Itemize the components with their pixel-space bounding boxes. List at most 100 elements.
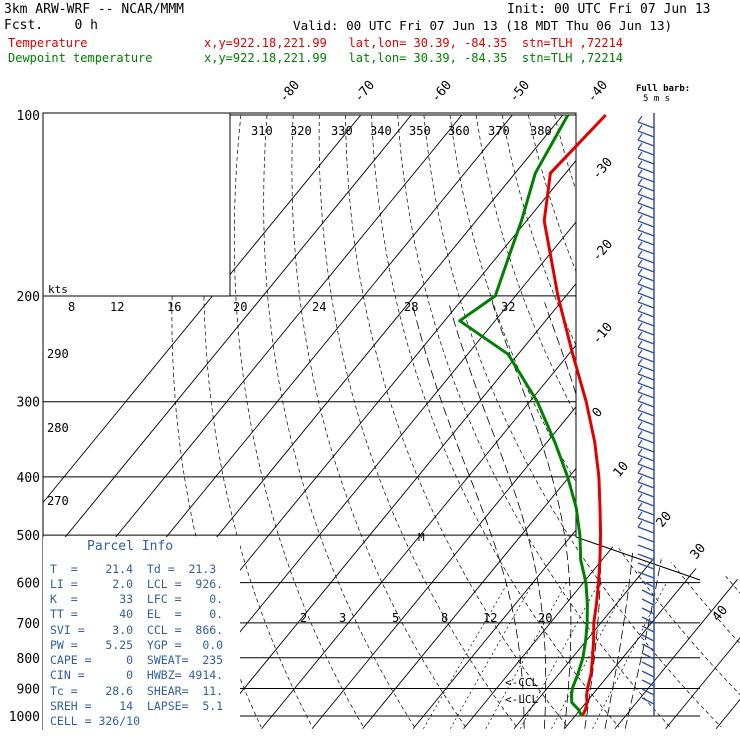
wind-barb-flag (637, 133, 643, 141)
wind-barb-flag (637, 484, 643, 492)
dry-adiabat (684, 114, 740, 728)
wind-barb (641, 697, 655, 705)
speed-scale-label: 24 (312, 300, 326, 314)
side-temperature-label: -10 (590, 320, 617, 348)
parcel-row: CIN = 0 HWBZ= 4914. (50, 668, 224, 682)
wind-barb (637, 283, 655, 291)
moist-adiabat (448, 302, 547, 729)
wind-barb (637, 337, 655, 345)
wind-barb (637, 472, 655, 480)
wind-barb (637, 175, 655, 183)
isotherm (43, 114, 362, 730)
wind-barb-flag (637, 286, 643, 294)
wind-barb (637, 481, 655, 489)
side-temperature-label: 30 (688, 541, 710, 563)
wind-barb (637, 382, 655, 390)
wind-barb-flag (637, 124, 643, 132)
wind-barb-flag (637, 205, 643, 213)
wind-barb (637, 301, 655, 309)
wind-barb-flag (637, 322, 643, 330)
isotherm (564, 114, 740, 730)
pressure-label: 100 (17, 109, 40, 124)
mixing-ratio-line (519, 582, 600, 729)
wind-barb (637, 499, 655, 507)
dry-adiabat (606, 114, 740, 728)
speed-scale-label: 20 (233, 300, 247, 314)
wind-barb-flag (637, 160, 643, 168)
wind-barb (637, 229, 655, 237)
temperature-profile (542, 113, 607, 717)
isotherm (463, 114, 740, 730)
pressure-label: 700 (17, 617, 40, 632)
wind-barb (637, 310, 655, 318)
wind-barb-flag (637, 340, 643, 348)
wind-barb (637, 571, 655, 579)
wind-barb (637, 553, 655, 561)
side-temperature-label: -30 (590, 155, 617, 183)
wind-barb-flag (637, 349, 643, 357)
isotherm (614, 114, 740, 730)
temperature-legend: Temperature (8, 36, 88, 50)
plot-frame (42, 112, 701, 730)
wind-barb (637, 193, 655, 201)
wind-barb (637, 211, 655, 219)
side-temperature-label: 40 (710, 603, 732, 625)
mixing-ratio-label: 8 (441, 611, 448, 625)
wind-barb (637, 166, 655, 174)
wind-barb (641, 634, 655, 642)
wind-barb-flag (637, 295, 643, 303)
wind-barb (637, 526, 655, 534)
wind-barb (637, 454, 655, 462)
side-temperature-label: 10 (611, 459, 633, 481)
temperature-location: x,y=922.18,221.99 lat,lon= 30.39, -84.35… (204, 36, 624, 50)
parcel-row: Tc = 28.6 SHEAR= 11. (50, 684, 224, 698)
dewpoint-profile (458, 114, 589, 717)
wind-barb-flag (637, 178, 643, 186)
wind-barb-flag (637, 268, 643, 276)
isotherm (210, 114, 715, 730)
wind-barb (637, 535, 655, 543)
parcel-row: CELL = 326/10 (50, 714, 141, 728)
wind-barb-flag (637, 385, 643, 393)
parcel-row: LI = 2.0 LCL = 926. (50, 577, 224, 591)
wind-barb-flag (637, 313, 643, 321)
side-temperature-label: -20 (590, 237, 617, 265)
wind-barb (637, 346, 655, 354)
wind-barb-flag (637, 304, 643, 312)
profile-annotation: <-CCL (505, 676, 538, 689)
wind-barb (637, 256, 655, 264)
wind-barb-flag (637, 448, 643, 456)
dry-adiabat (711, 114, 740, 728)
wind-barb-flag (637, 403, 643, 411)
wind-barb (637, 517, 655, 525)
wind-barb-flag (637, 142, 643, 150)
wind-barb (637, 247, 655, 255)
pressure-label: 1000 (9, 710, 40, 725)
pressure-label: 500 (17, 529, 40, 544)
theta-label: 380 (530, 124, 552, 138)
wind-barb (637, 508, 655, 516)
wind-barb-flag (637, 520, 643, 528)
profile-annotation: M (418, 531, 425, 544)
theta-e-label: 270 (47, 494, 69, 508)
wind-barb (637, 427, 655, 435)
wind-barb-flag (637, 196, 643, 204)
side-temperature-label: 20 (654, 509, 676, 531)
pressure-label: 900 (17, 682, 40, 697)
wind-barb (637, 445, 655, 453)
wind-barb-flag (637, 493, 643, 501)
mixing-ratio-label: 20 (538, 611, 552, 625)
wind-barb-flag (637, 169, 643, 177)
wind-barb-flag (637, 223, 643, 231)
wind-barb-flag (637, 475, 643, 483)
dry-adiabat (397, 114, 671, 728)
dry-adiabat (318, 114, 517, 728)
wind-barb (637, 220, 655, 228)
mixing-ratio-line (551, 582, 629, 729)
theta-label: 370 (488, 124, 510, 138)
frame-right (43, 112, 701, 581)
wind-barb (641, 643, 655, 651)
wind-barb-flag (637, 187, 643, 195)
wind-barb (637, 202, 655, 210)
wind-barb-flag (637, 241, 643, 249)
